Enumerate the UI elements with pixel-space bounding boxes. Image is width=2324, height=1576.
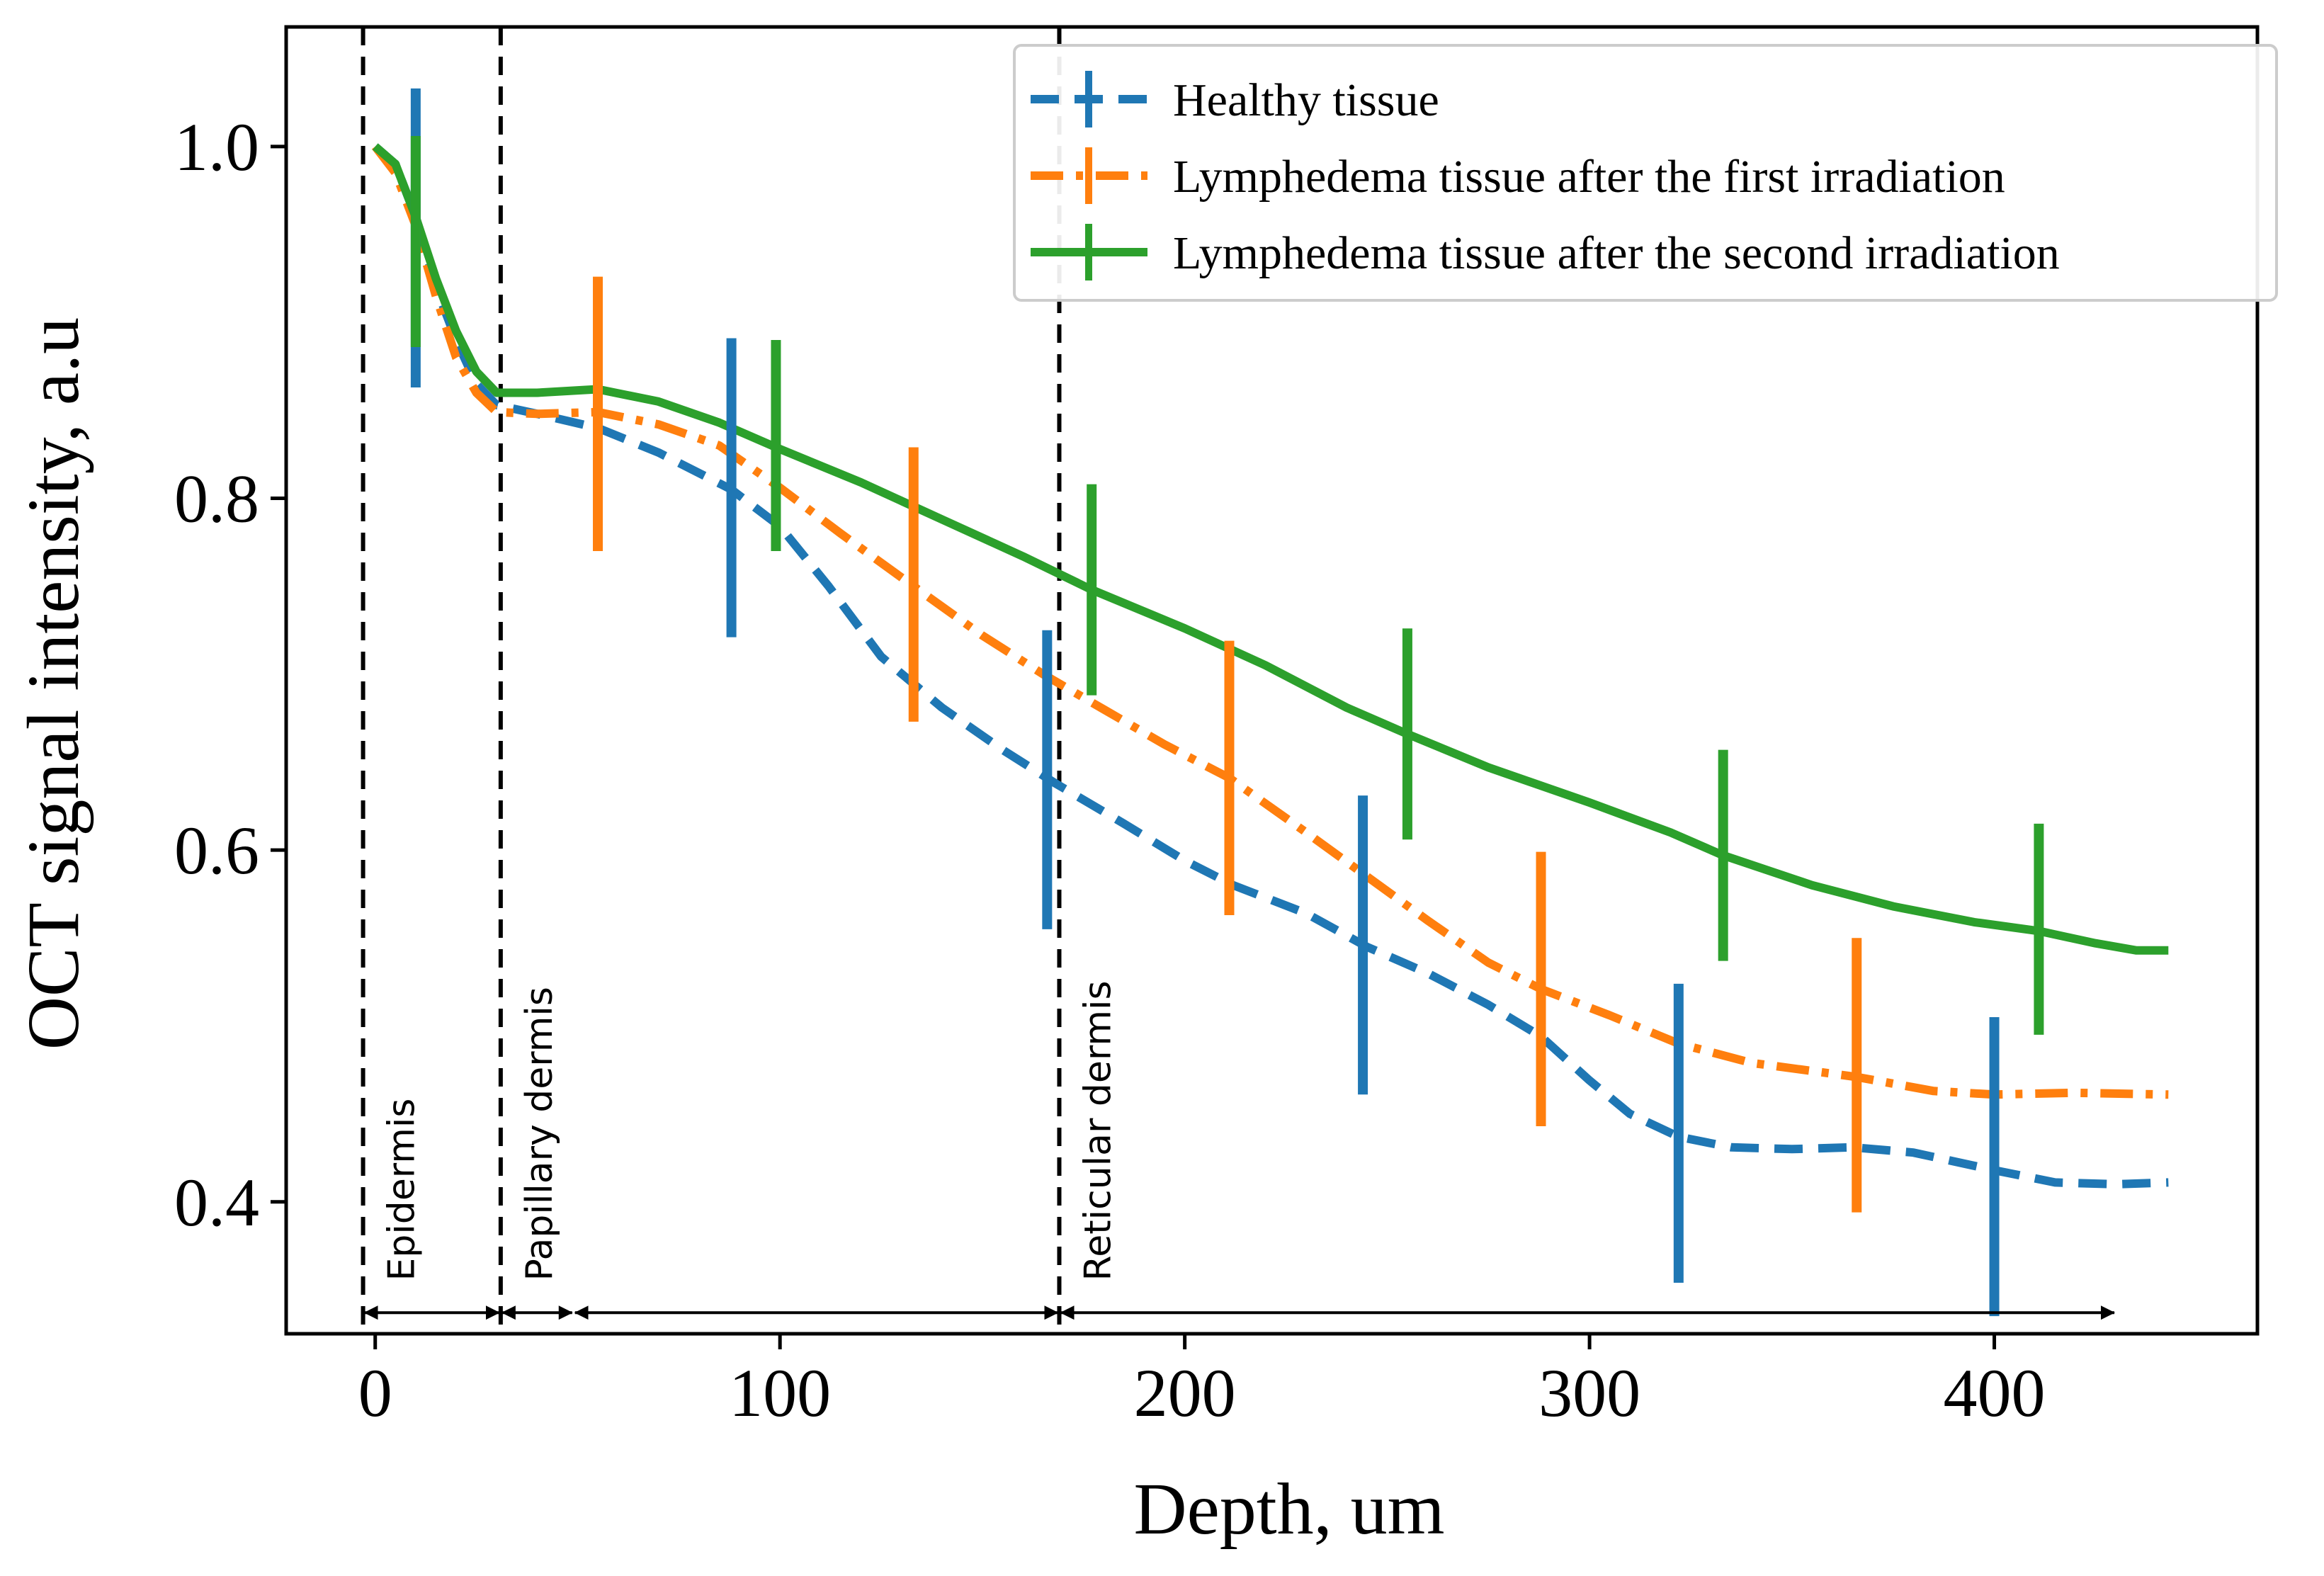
legend: Healthy tissue Lymphedema tissue after th… xyxy=(1013,44,2278,302)
x-tick-label-1: 100 xyxy=(729,1355,831,1431)
x-axis: 0 100 200 300 400 xyxy=(358,1334,2046,1431)
region-label-1: Papillary dermis xyxy=(518,987,561,1281)
region-boundaries xyxy=(361,27,1062,1334)
plot-area xyxy=(284,25,2260,1336)
series-line-1 xyxy=(371,144,2169,1099)
legend-label-0: Healthy tissue xyxy=(1173,74,1439,126)
y-tick-label-0: 0.4 xyxy=(174,1164,259,1240)
x-tick-label-0: 0 xyxy=(358,1355,392,1431)
legend-label-2: Lymphedema tissue after the second irrad… xyxy=(1173,227,2060,279)
x-axis-title: Depth, um xyxy=(1133,1468,1444,1550)
series-lines xyxy=(371,143,2169,1189)
x-tick-label-3: 300 xyxy=(1538,1355,1640,1431)
y-tick-label-2: 0.8 xyxy=(174,460,259,536)
region-label-2: Reticular dermis xyxy=(1077,980,1119,1281)
x-tick-label-4: 400 xyxy=(1944,1355,2046,1431)
region-labels: Epidermis Papillary dermis Reticular dermi… xyxy=(381,980,1120,1281)
y-axis-title: OCT signal intensity, a.u xyxy=(13,317,94,1050)
x-tick-label-2: 200 xyxy=(1134,1355,1236,1431)
y-axis: 0.4 0.6 0.8 1.0 xyxy=(174,109,286,1240)
error-bars xyxy=(410,88,2044,1317)
series-line-0 xyxy=(372,143,2169,1189)
region-label-0: Epidermis xyxy=(381,1099,424,1281)
plot-frame xyxy=(284,25,2260,1336)
legend-label-1: Lymphedema tissue after the first irradi… xyxy=(1173,151,2005,203)
y-tick-label-3: 1.0 xyxy=(174,109,259,185)
y-tick-label-1: 0.6 xyxy=(174,812,259,888)
legend-box xyxy=(1013,44,2278,302)
